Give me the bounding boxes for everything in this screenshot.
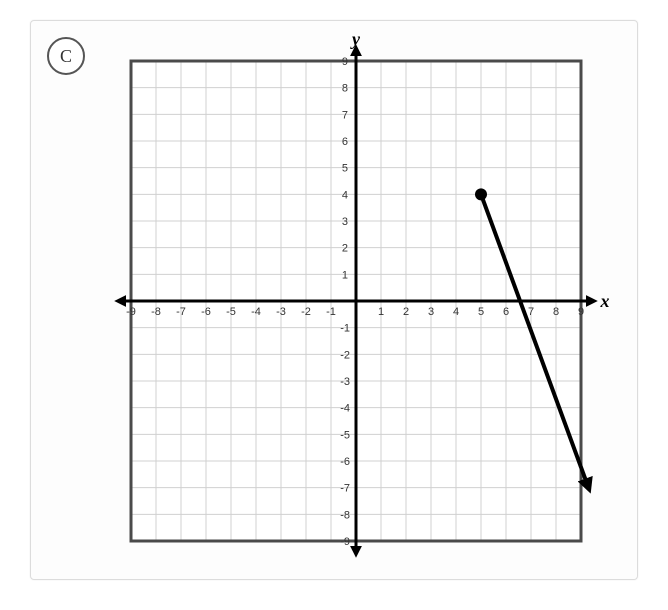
svg-text:7: 7 [528, 306, 534, 318]
svg-text:-8: -8 [340, 509, 350, 521]
option-badge: C [47, 37, 85, 75]
svg-text:-4: -4 [251, 306, 261, 318]
svg-text:-2: -2 [340, 349, 350, 361]
svg-text:-5: -5 [226, 306, 236, 318]
chart-svg: -9 -8 -7 -6 -5 -4 -3 -2 -1 1 2 3 4 5 6 7 8 9 1 2 3 4 5 6 7 8 9 -1 -2… [101, 31, 621, 571]
svg-text:-7: -7 [176, 306, 186, 318]
svg-text:8: 8 [342, 83, 348, 95]
coordinate-plane: -9 -8 -7 -6 -5 -4 -3 -2 -1 1 2 3 4 5 6 7 8 9 1 2 3 4 5 6 7 8 9 -1 -2… [101, 31, 621, 571]
svg-text:-8: -8 [151, 306, 161, 318]
svg-text:1: 1 [342, 269, 348, 281]
svg-text:4: 4 [453, 306, 459, 318]
page: C -9 -8 -7 -6 -5 -4 -3 -2 -1 1 2 3 4 5 6 7 8 9 1 2 3 4 5 6 7 8 9 -1… [0, 0, 668, 610]
svg-text:-1: -1 [326, 306, 336, 318]
svg-text:-6: -6 [201, 306, 211, 318]
svg-text:9: 9 [578, 306, 584, 318]
svg-text:5: 5 [342, 163, 348, 175]
svg-text:-5: -5 [340, 429, 350, 441]
svg-text:3: 3 [342, 216, 348, 228]
svg-text:7: 7 [342, 109, 348, 121]
svg-text:-4: -4 [340, 403, 350, 415]
svg-text:-9: -9 [126, 306, 136, 318]
svg-text:6: 6 [503, 306, 509, 318]
svg-text:8: 8 [553, 306, 559, 318]
svg-text:2: 2 [342, 243, 348, 255]
option-letter: C [60, 46, 72, 67]
svg-text:-9: -9 [340, 536, 350, 548]
svg-text:5: 5 [478, 306, 484, 318]
svg-text:-3: -3 [276, 306, 286, 318]
svg-text:1: 1 [378, 306, 384, 318]
svg-text:-3: -3 [340, 376, 350, 388]
svg-text:4: 4 [342, 189, 348, 201]
svg-text:2: 2 [403, 306, 409, 318]
svg-text:3: 3 [428, 306, 434, 318]
svg-text:-2: -2 [301, 306, 311, 318]
svg-text:9: 9 [342, 56, 348, 68]
svg-text:6: 6 [342, 136, 348, 148]
svg-text:-1: -1 [340, 323, 350, 335]
svg-text:x: x [600, 291, 610, 311]
svg-text:-7: -7 [340, 483, 350, 495]
question-card: C -9 -8 -7 -6 -5 -4 -3 -2 -1 1 2 3 4 5 6 7 8 9 1 2 3 4 5 6 7 8 9 -1… [30, 20, 638, 580]
svg-text:y: y [350, 31, 361, 49]
svg-text:-6: -6 [340, 456, 350, 468]
